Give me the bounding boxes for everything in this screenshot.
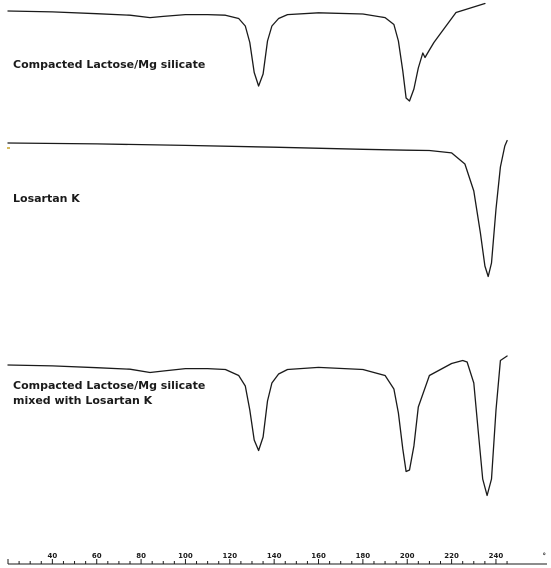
x-tick-label: 240 [489, 552, 504, 560]
trace-3 [7, 355, 508, 497]
x-axis: 40 60 80 100 120 140 160 180 200 220 240 ° [7, 552, 547, 565]
x-unit-label: ° [543, 552, 547, 560]
trace-label-2: Losartan K [13, 192, 80, 205]
x-tick-label: 60 [92, 552, 102, 560]
trace-2 [7, 139, 508, 278]
trace-labels: Compacted Lactose/Mg silicate Losartan K C… [13, 58, 205, 407]
x-tick-label: 100 [178, 552, 193, 560]
x-tick-label: 180 [356, 552, 371, 560]
x-tick-label: 160 [311, 552, 326, 560]
trace-label-1: Compacted Lactose/Mg silicate [13, 58, 205, 71]
trace-label-3: Compacted Lactose/Mg silicate mixed with … [13, 379, 205, 407]
x-tick-label: 200 [400, 552, 415, 560]
x-tick-label: 40 [47, 552, 57, 560]
traces [7, 2, 508, 497]
trace-1 [7, 2, 486, 102]
x-tick-label: 120 [222, 552, 237, 560]
x-tick-label: 80 [136, 552, 146, 560]
x-tick-label: 140 [267, 552, 282, 560]
x-tick-label: 220 [444, 552, 459, 560]
